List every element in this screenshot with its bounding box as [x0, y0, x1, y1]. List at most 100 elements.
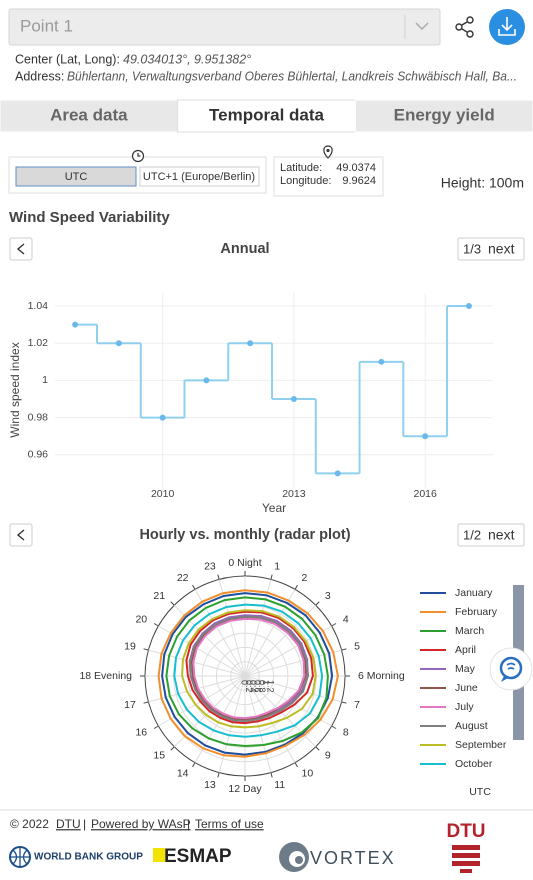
next-label: next [488, 527, 515, 543]
download-button[interactable] [489, 9, 525, 45]
tab[interactable] [177, 99, 356, 133]
timezone-local[interactable] [139, 166, 260, 187]
timezone-utc[interactable] [15, 166, 137, 187]
footer-link[interactable]: Powered by WAsP [91, 817, 191, 831]
angular-label: 6 Morning [358, 670, 405, 682]
height-label: Height: 100m [441, 175, 524, 191]
data-point [159, 414, 166, 421]
prev-button[interactable] [9, 237, 33, 261]
chat-button[interactable] [489, 647, 533, 691]
data-point [378, 358, 385, 365]
angular-label: 2 [302, 572, 308, 584]
y-tick-label: 1.04 [28, 300, 49, 312]
angular-label: 12 Day [228, 783, 262, 795]
worldbank-logo [9, 846, 31, 868]
angular-tick [315, 601, 320, 606]
footer-link[interactable]: DTU [56, 817, 81, 831]
share-icon[interactable] [455, 16, 474, 38]
data-point [115, 340, 122, 347]
chart-title: Hourly vs. monthly (radar plot) [139, 527, 350, 543]
angular-grid [244, 625, 332, 677]
angular-label: 17 [124, 699, 136, 711]
y-axis-label: Wind speed index [8, 342, 22, 437]
lon-value: 9.9624 [342, 175, 376, 187]
data-point [290, 396, 297, 403]
angular-label: 7 [354, 699, 360, 711]
next-button[interactable] [457, 523, 525, 547]
clock-icon [131, 149, 145, 163]
radar-series [161, 592, 334, 756]
legend-label[interactable]: June [455, 682, 478, 694]
angular-grid [244, 649, 342, 677]
angular-label: 23 [204, 561, 216, 573]
timezone-local-label: UTC+1 (Europe/Berlin) [143, 171, 255, 183]
lat-value: 49.0374 [336, 162, 376, 174]
data-point [72, 321, 79, 328]
copyright: © 2022 [10, 817, 49, 831]
legend-label[interactable]: September [455, 739, 507, 751]
address-value: Bühlertann, Verwaltungsverband Oberes Bü… [67, 69, 517, 83]
legend-label[interactable]: October [455, 758, 493, 770]
angular-tick [153, 623, 159, 627]
footer-link[interactable]: Terms of use [195, 817, 264, 831]
angular-tick [294, 584, 298, 590]
logo-text: DTU [446, 821, 485, 842]
angular-tick [143, 648, 149, 651]
prev-button[interactable] [9, 523, 33, 547]
tab[interactable] [0, 99, 179, 133]
legend-label[interactable]: April [455, 644, 476, 656]
x-tick-label: 2016 [413, 488, 437, 500]
section-title: Wind Speed Variability [9, 209, 170, 226]
x-tick-label: 2010 [151, 488, 175, 500]
legend-label[interactable]: May [455, 663, 476, 675]
angular-tick [331, 725, 337, 729]
vortex-logo [279, 842, 309, 872]
next-button[interactable] [457, 237, 525, 261]
prev-icon [16, 243, 25, 255]
legend-label[interactable]: February [455, 606, 498, 618]
radial-tick-label: 1.2 [265, 680, 275, 693]
address-label: Address: [15, 69, 64, 83]
angular-tick [270, 772, 273, 778]
angular-label: 4 [343, 613, 349, 625]
location-box [273, 156, 384, 197]
page-indicator: 1/2 [463, 527, 481, 542]
tab[interactable] [354, 99, 533, 133]
y-tick-label: 1.02 [28, 337, 49, 349]
point-select[interactable] [8, 8, 441, 46]
angular-label: 5 [354, 641, 360, 653]
angular-label: 10 [302, 768, 314, 780]
angular-tick [341, 648, 347, 651]
angular-tick [170, 746, 175, 751]
center-value: 49.034013°, 9.951382° [123, 52, 251, 66]
angular-label: 0 Night [228, 557, 261, 569]
angular-tick [270, 574, 273, 580]
data-point [247, 340, 254, 347]
y-tick-label: 1 [42, 374, 48, 386]
y-tick-label: 0.96 [28, 449, 49, 461]
data-point [334, 470, 341, 477]
radar-series [165, 596, 329, 748]
angular-tick [331, 623, 337, 627]
legend-label[interactable]: July [455, 701, 474, 713]
dtu-mark [452, 845, 480, 873]
angular-label: 13 [204, 779, 216, 791]
angular-tick [192, 584, 196, 590]
legend-label[interactable]: January [455, 587, 493, 599]
legend-label[interactable]: March [455, 625, 484, 637]
angular-label: 18 Evening [79, 670, 132, 682]
radial-tick-label: 0.4 [248, 680, 258, 693]
angular-tick [192, 762, 196, 768]
lon-label: Longitude: [280, 175, 331, 187]
radar-series [192, 617, 306, 720]
separator: | [83, 817, 86, 831]
angular-label: 9 [325, 750, 331, 762]
angular-grid [244, 675, 296, 763]
angular-tick [217, 574, 220, 580]
radar-series [157, 589, 339, 758]
legend-label[interactable]: August [455, 720, 488, 732]
angular-grid [244, 604, 317, 677]
x-axis-label: Year [262, 501, 286, 515]
